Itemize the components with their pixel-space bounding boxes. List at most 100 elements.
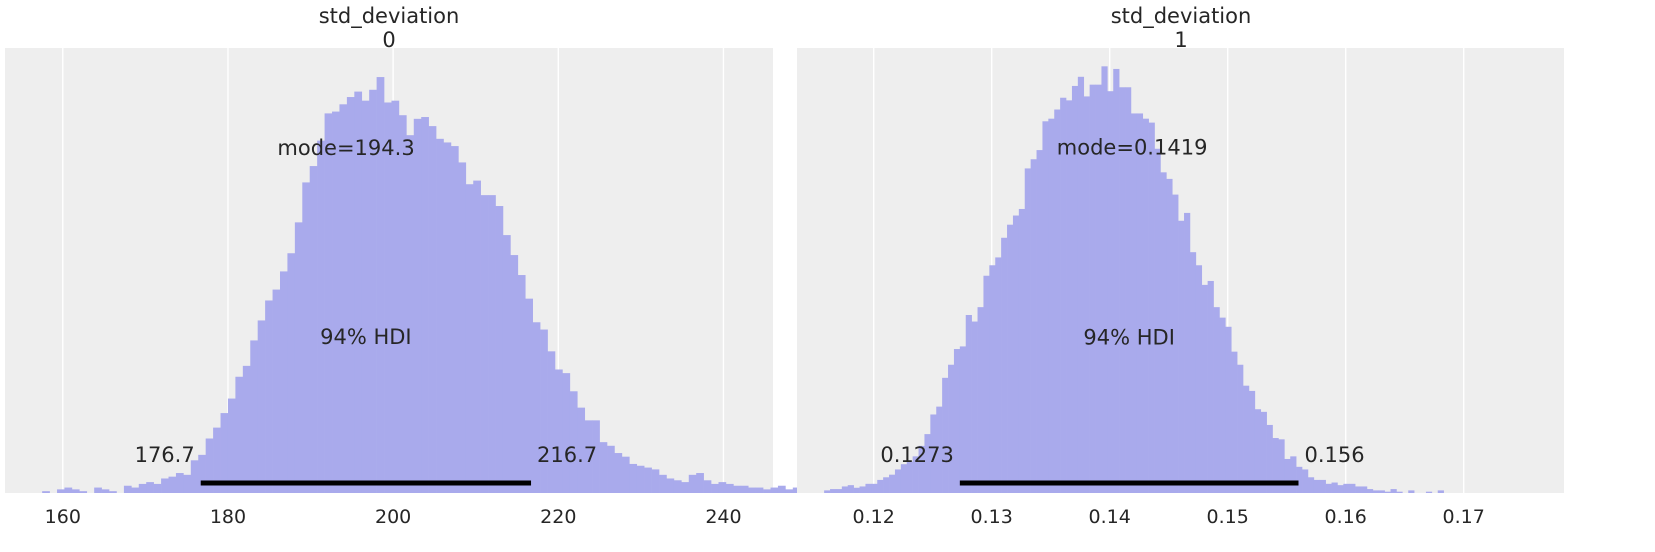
- histogram-bar: [235, 376, 244, 493]
- histogram-bar: [190, 460, 199, 493]
- histogram-bar: [450, 146, 459, 493]
- histogram-bar: [1201, 284, 1208, 493]
- histogram-bar: [57, 489, 65, 493]
- histogram-bar: [599, 442, 608, 493]
- histogram-bar: [1060, 97, 1067, 493]
- histogram-bar: [339, 104, 348, 493]
- histogram-bar: [889, 474, 896, 493]
- hdi-high-label: 216.7: [537, 443, 597, 467]
- histogram-bar: [71, 489, 80, 493]
- histogram-bar: [465, 184, 474, 493]
- x-tick-label: 180: [210, 506, 246, 528]
- x-tick-label: 0.13: [971, 506, 1013, 528]
- histogram-bar: [906, 461, 913, 493]
- histogram-bar: [1307, 477, 1315, 493]
- histogram-bar: [1089, 84, 1096, 493]
- histogram-bar: [1125, 87, 1132, 493]
- histogram-bar: [257, 320, 266, 493]
- histogram-bar: [517, 275, 526, 493]
- histogram-bar: [777, 485, 786, 493]
- histogram-bar: [1095, 84, 1102, 493]
- histogram-bar: [673, 480, 682, 493]
- histogram-bar: [1254, 409, 1262, 493]
- histogram-bar: [1142, 118, 1149, 494]
- histogram-bar: [302, 182, 311, 494]
- histogram-bar: [1189, 252, 1197, 493]
- histogram-bar: [1325, 483, 1332, 493]
- histogram-bar: [644, 467, 652, 493]
- histogram-bar: [748, 487, 756, 493]
- histogram-bar: [1077, 76, 1085, 493]
- histogram-bar: [948, 364, 955, 493]
- histogram-bar: [1302, 469, 1309, 493]
- histogram-bar: [1425, 491, 1433, 493]
- histogram-bar: [1107, 91, 1114, 494]
- histogram-bar: [1136, 113, 1144, 494]
- histogram-bar: [1042, 121, 1049, 493]
- histogram-bar: [859, 486, 866, 493]
- histogram-bar: [279, 271, 288, 493]
- histogram-bar: [1349, 483, 1356, 493]
- histogram-bar: [109, 491, 117, 493]
- histogram-bar: [1207, 280, 1214, 493]
- histogram-bar: [629, 463, 638, 493]
- histogram-bar: [1160, 172, 1167, 493]
- histogram-bar: [824, 490, 831, 493]
- x-tick-label: 200: [375, 506, 411, 528]
- histogram-bar: [1313, 479, 1321, 493]
- histogram-bar: [1260, 411, 1267, 493]
- panel-title: std_deviation: [319, 4, 460, 29]
- histogram-bar: [131, 487, 140, 493]
- histogram-bar: [1101, 66, 1108, 493]
- histogram-bar: [428, 126, 437, 493]
- histogram-bar: [532, 322, 541, 493]
- histogram-bar: [696, 473, 704, 493]
- histogram-bar: [1408, 490, 1415, 493]
- histogram-bar: [324, 113, 333, 493]
- histogram-bar: [584, 420, 593, 493]
- histogram-bar: [547, 351, 556, 493]
- histogram-bar: [792, 487, 801, 493]
- histogram-bar: [830, 489, 837, 493]
- histogram-bar: [877, 479, 884, 493]
- histogram-bar: [942, 377, 949, 493]
- histogram-bar: [272, 289, 281, 493]
- histogram-bar: [1237, 364, 1244, 493]
- histogram-bar: [317, 140, 325, 493]
- histogram-bar: [688, 474, 697, 493]
- histogram-bar: [101, 489, 110, 493]
- histogram-bar: [554, 369, 563, 493]
- histogram-bar: [740, 485, 749, 493]
- histogram-bar: [883, 477, 890, 493]
- histogram-bar: [1001, 237, 1008, 493]
- histogram-bar: [965, 315, 972, 493]
- histogram-bar: [332, 111, 340, 494]
- histogram-bar: [369, 89, 377, 493]
- hdi-high-label: 0.156: [1305, 443, 1365, 467]
- histogram-bar: [1396, 491, 1403, 493]
- histogram-bar: [146, 482, 154, 493]
- histogram-bar: [959, 346, 967, 493]
- histogram-bar: [1378, 490, 1385, 493]
- histogram-bar: [443, 142, 452, 493]
- histogram-bar: [614, 453, 623, 493]
- histogram-bar: [391, 100, 400, 494]
- histogram-bar: [681, 482, 690, 493]
- histogram-bar: [138, 483, 147, 493]
- histogram-bar: [94, 487, 102, 493]
- histogram-bar: [242, 365, 251, 493]
- histogram-bar: [168, 476, 177, 493]
- histogram-bar: [205, 438, 214, 493]
- histogram-bar: [755, 487, 764, 493]
- histogram-bar: [871, 483, 878, 493]
- histogram-bar: [1012, 215, 1020, 493]
- histogram-bar: [971, 321, 978, 493]
- histogram-bar: [436, 138, 444, 493]
- histogram-bar: [153, 483, 162, 493]
- histogram-bar: [525, 298, 533, 493]
- histogram-bar: [983, 275, 990, 493]
- histogram-bar: [1231, 351, 1238, 493]
- histogram-bar: [1243, 385, 1250, 493]
- histogram-bar: [1266, 424, 1273, 493]
- histogram-bar: [607, 445, 615, 493]
